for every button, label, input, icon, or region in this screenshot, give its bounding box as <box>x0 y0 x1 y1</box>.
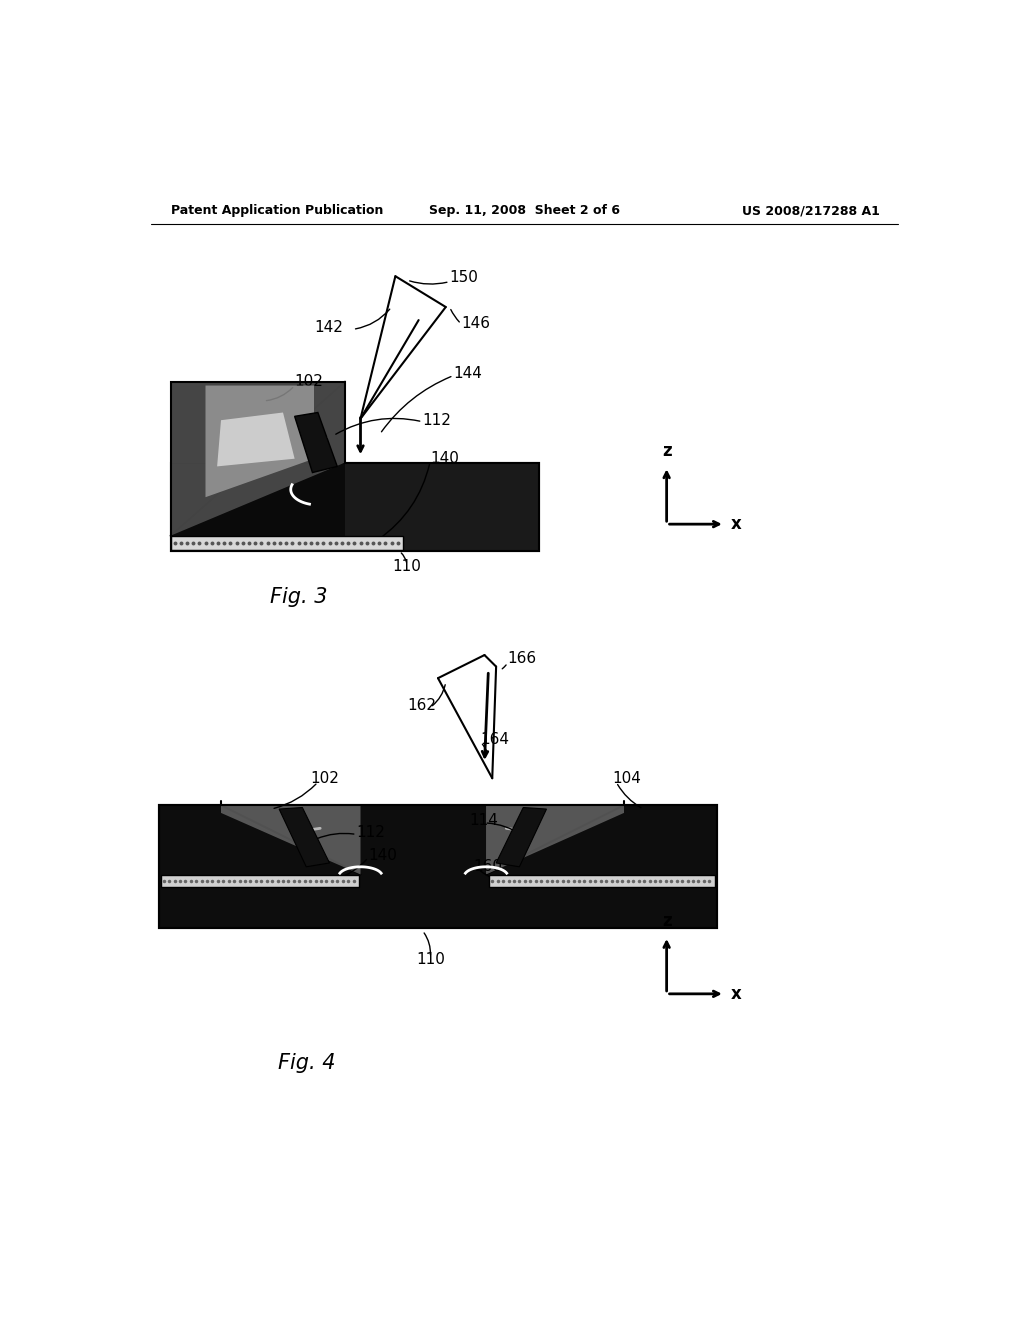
Polygon shape <box>221 805 360 874</box>
Polygon shape <box>295 412 337 473</box>
Text: Sep. 11, 2008  Sheet 2 of 6: Sep. 11, 2008 Sheet 2 of 6 <box>429 205 621 218</box>
Text: 112: 112 <box>423 413 452 428</box>
Text: 140: 140 <box>369 847 397 863</box>
Text: 160: 160 <box>473 859 502 874</box>
Text: z: z <box>662 912 672 929</box>
Bar <box>159 805 717 928</box>
Bar <box>345 462 539 552</box>
Text: 102: 102 <box>310 771 339 785</box>
Text: x: x <box>731 985 741 1003</box>
Bar <box>171 462 539 552</box>
Text: 112: 112 <box>356 825 385 840</box>
Polygon shape <box>171 381 345 536</box>
Polygon shape <box>206 385 314 498</box>
Text: Fig. 3: Fig. 3 <box>269 587 328 607</box>
Text: 110: 110 <box>392 558 422 574</box>
Text: 144: 144 <box>454 367 482 381</box>
Text: 146: 146 <box>461 317 490 331</box>
Text: 164: 164 <box>480 733 510 747</box>
Text: z: z <box>662 442 672 461</box>
Text: x: x <box>731 515 741 533</box>
Polygon shape <box>171 381 345 462</box>
Text: 166: 166 <box>508 651 537 667</box>
Text: 142: 142 <box>314 321 343 335</box>
Polygon shape <box>486 805 624 874</box>
Bar <box>161 874 359 887</box>
Text: US 2008/217288 A1: US 2008/217288 A1 <box>741 205 880 218</box>
Polygon shape <box>217 412 295 466</box>
Bar <box>171 536 403 549</box>
Text: 162: 162 <box>407 697 436 713</box>
Text: 110: 110 <box>416 952 444 966</box>
Text: 140: 140 <box>430 451 459 466</box>
Text: 104: 104 <box>612 771 641 785</box>
Text: 102: 102 <box>295 374 324 389</box>
Text: Fig. 4: Fig. 4 <box>278 1053 335 1073</box>
Text: Patent Application Publication: Patent Application Publication <box>171 205 383 218</box>
Polygon shape <box>496 808 547 867</box>
Bar <box>489 874 716 887</box>
Text: 150: 150 <box>450 271 478 285</box>
Polygon shape <box>280 808 330 867</box>
Text: 114: 114 <box>469 813 498 828</box>
